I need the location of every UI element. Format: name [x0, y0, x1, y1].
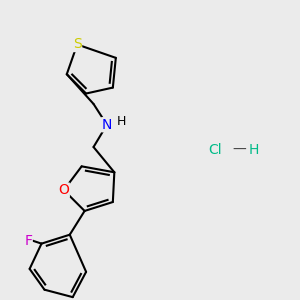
Text: H: H	[117, 115, 127, 128]
Text: Cl: Cl	[208, 143, 222, 157]
Text: S: S	[73, 38, 82, 52]
Text: —: —	[232, 143, 246, 157]
Text: H: H	[249, 143, 259, 157]
Text: O: O	[58, 183, 69, 197]
Text: N: N	[102, 118, 112, 132]
Text: F: F	[24, 234, 32, 248]
